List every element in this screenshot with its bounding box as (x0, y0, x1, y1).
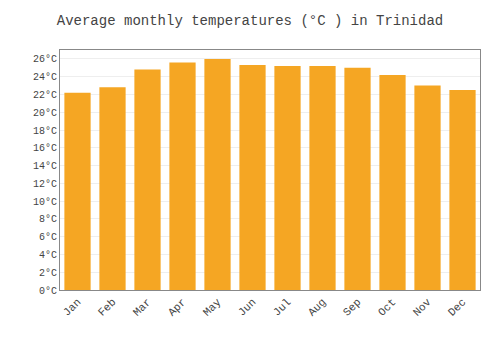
svg-text:8°C: 8°C (39, 214, 57, 225)
svg-text:24°C: 24°C (33, 72, 57, 83)
svg-text:10°C: 10°C (33, 197, 57, 208)
svg-text:2°C: 2°C (39, 268, 57, 279)
svg-text:Average monthly temperatures (: Average monthly temperatures (°C ) in Tr… (57, 13, 443, 29)
svg-text:16°C: 16°C (33, 143, 57, 154)
svg-text:12°C: 12°C (33, 179, 57, 190)
svg-text:Jan: Jan (61, 296, 83, 318)
svg-text:20°C: 20°C (33, 108, 57, 119)
svg-text:26°C: 26°C (33, 54, 57, 65)
svg-text:6°C: 6°C (39, 232, 57, 243)
svg-text:Feb: Feb (96, 296, 118, 318)
svg-text:Nov: Nov (411, 296, 434, 319)
svg-text:May: May (201, 296, 224, 319)
svg-text:18°C: 18°C (33, 126, 57, 137)
svg-text:Mar: Mar (131, 296, 153, 318)
svg-text:0°C: 0°C (39, 286, 57, 297)
svg-text:Jun: Jun (236, 296, 258, 318)
svg-text:14°C: 14°C (33, 161, 57, 172)
svg-text:4°C: 4°C (39, 250, 57, 261)
svg-text:Sep: Sep (341, 296, 363, 318)
svg-text:Oct: Oct (376, 296, 398, 318)
svg-text:22°C: 22°C (33, 90, 57, 101)
svg-text:Dec: Dec (446, 296, 468, 318)
svg-text:Aug: Aug (306, 296, 328, 318)
svg-text:Jul: Jul (271, 296, 293, 318)
svg-text:Apr: Apr (166, 296, 188, 318)
